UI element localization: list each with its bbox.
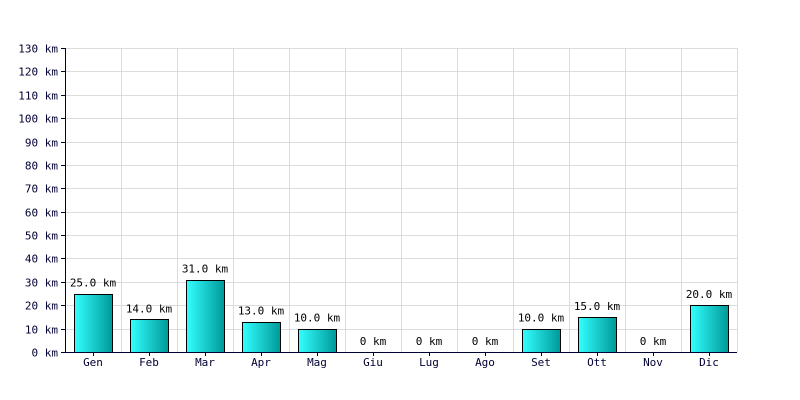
data-label-set: 10.0 km bbox=[518, 312, 565, 325]
y-tick-label: 110 km bbox=[18, 90, 58, 103]
data-label-feb: 14.0 km bbox=[126, 302, 173, 315]
data-label-mar: 31.0 km bbox=[182, 263, 229, 276]
y-tick-label: 60 km bbox=[25, 207, 58, 220]
bar-gen bbox=[74, 294, 113, 353]
x-tick-label-mag: Mag bbox=[307, 356, 327, 369]
data-label-gen: 25.0 km bbox=[70, 277, 117, 290]
y-tick-label: 70 km bbox=[25, 183, 58, 196]
y-tick-label: 80 km bbox=[25, 160, 58, 173]
data-label-nov: 0 km bbox=[640, 335, 667, 348]
labels: 0 km 10 km 20 km 30 km 40 km 50 km 60 km 70 km 8… bbox=[18, 43, 732, 370]
y-tick-label: 10 km bbox=[25, 324, 58, 337]
y-tick-label: 50 km bbox=[25, 230, 58, 243]
grid-lines bbox=[65, 48, 738, 352]
x-tick-label-ott: Ott bbox=[587, 356, 607, 369]
data-label-lug: 0 km bbox=[416, 335, 443, 348]
x-tick-label-giu: Giu bbox=[363, 356, 383, 369]
x-tick-label-mar: Mar bbox=[195, 356, 215, 369]
data-label-giu: 0 km bbox=[360, 335, 387, 348]
x-tick-label-gen: Gen bbox=[83, 356, 103, 369]
bar-dic bbox=[690, 305, 729, 353]
x-tick-label-apr: Apr bbox=[251, 356, 271, 369]
bar-ott bbox=[578, 317, 617, 353]
y-tick-label: 120 km bbox=[18, 66, 58, 79]
bar-mag bbox=[298, 329, 337, 353]
x-tick-label-ago: Ago bbox=[475, 356, 495, 369]
data-label-ago: 0 km bbox=[472, 335, 499, 348]
data-label-dic: 20.0 km bbox=[686, 288, 733, 301]
y-tick-label: 40 km bbox=[25, 253, 58, 266]
y-tick-label: 20 km bbox=[25, 300, 58, 313]
y-tick-label: 130 km bbox=[18, 43, 58, 56]
data-label-apr: 13.0 km bbox=[238, 305, 285, 318]
axes bbox=[61, 48, 737, 356]
x-tick-label-dic: Dic bbox=[699, 356, 719, 369]
y-tick-label: 0 km bbox=[32, 347, 59, 360]
bar-set bbox=[522, 329, 561, 353]
bar-mar bbox=[186, 280, 225, 353]
bar-apr bbox=[242, 322, 281, 353]
bar-feb bbox=[130, 319, 169, 353]
x-tick-label-lug: Lug bbox=[419, 356, 439, 369]
data-label-mag: 10.0 km bbox=[294, 312, 341, 325]
y-tick-label: 90 km bbox=[25, 137, 58, 150]
data-label-ott: 15.0 km bbox=[574, 300, 621, 313]
y-tick-label: 100 km bbox=[18, 113, 58, 126]
y-tick-label: 30 km bbox=[25, 277, 58, 290]
x-tick-label-feb: Feb bbox=[139, 356, 159, 369]
x-tick-label-nov: Nov bbox=[643, 356, 663, 369]
x-tick-label-set: Set bbox=[531, 356, 551, 369]
